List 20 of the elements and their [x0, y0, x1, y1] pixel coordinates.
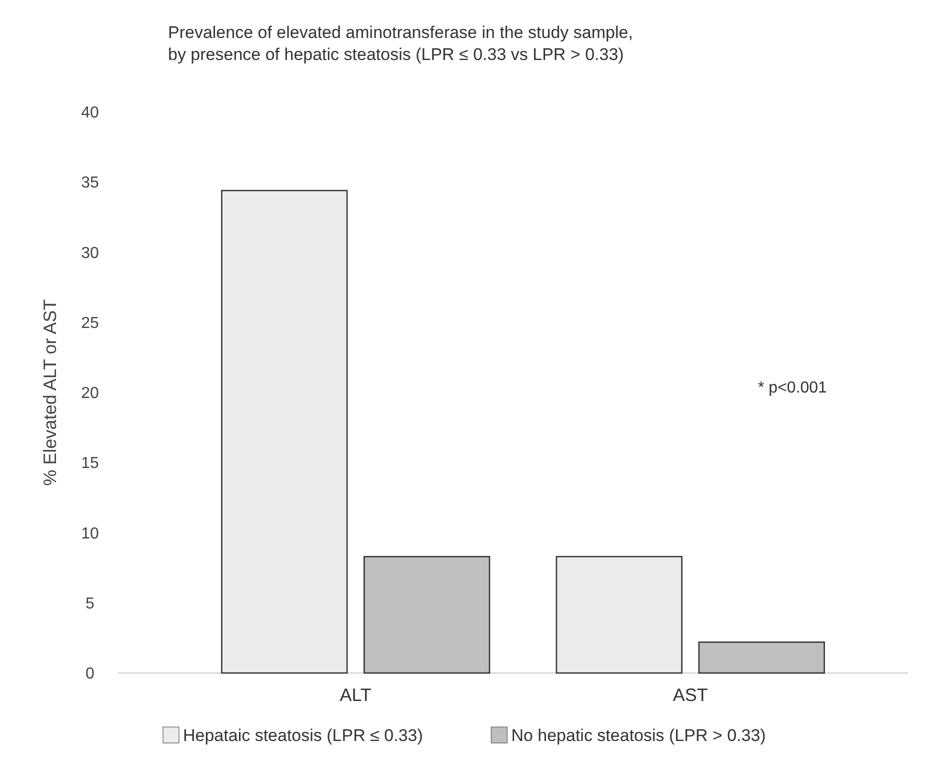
- y-tick-label: 30: [81, 244, 99, 262]
- y-tick-label: 25: [81, 314, 99, 332]
- y-axis-title: % Elevated ALT or AST: [40, 299, 60, 486]
- y-tick-label: 35: [81, 174, 99, 192]
- bar: [698, 641, 825, 674]
- x-tick-label: AST: [672, 685, 708, 705]
- legend-label: No hepatic steatosis (LPR > 0.33): [511, 726, 766, 745]
- bar: [556, 556, 682, 674]
- bar: [221, 190, 348, 674]
- y-tick-label: 15: [81, 455, 99, 472]
- y-tick-label: 40: [81, 104, 99, 122]
- legend-label: Hepataic steatosis (LPR ≤ 0.33): [183, 726, 423, 745]
- bar: [364, 556, 490, 674]
- y-tick-label: 0: [86, 666, 95, 683]
- chart-title: Prevalence of elevated aminotransferase in the study sample, by presence of hepatic steatosis (LPR ≤ 0.33 vs LPR > 0.33): [168, 23, 633, 64]
- y-tick-label: 5: [86, 595, 95, 612]
- y-tick-label: 20: [81, 385, 99, 402]
- y-tick-label: 10: [81, 525, 99, 542]
- annotation: * p<0.001: [758, 380, 828, 396]
- x-tick-label: ALT: [340, 685, 372, 705]
